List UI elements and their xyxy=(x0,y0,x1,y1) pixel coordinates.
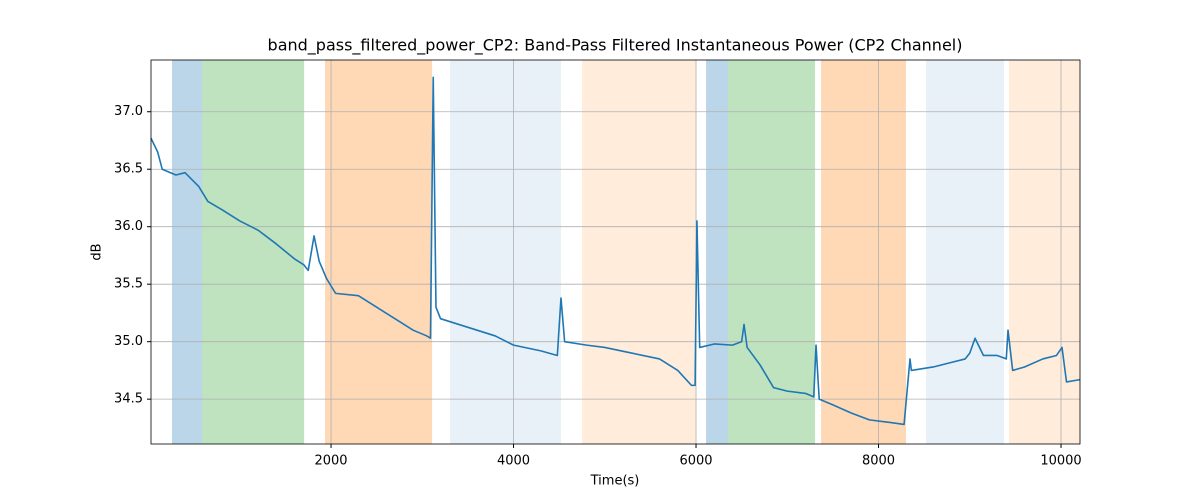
span xyxy=(582,60,697,444)
y-tick-label: 36.0 xyxy=(114,219,143,234)
span xyxy=(926,60,1004,444)
y-tick-label: 34.5 xyxy=(114,392,143,407)
y-tick-label: 35.5 xyxy=(114,277,143,292)
y-tick-label: 36.5 xyxy=(114,162,143,177)
span xyxy=(325,60,433,444)
span xyxy=(1009,60,1080,444)
data-line xyxy=(150,76,1081,426)
span xyxy=(821,60,906,444)
x-tick-label: 10000 xyxy=(1040,454,1081,469)
y-tick-label: 35.0 xyxy=(114,334,143,349)
span xyxy=(728,60,816,444)
span xyxy=(171,60,203,444)
x-tick-label: 2000 xyxy=(314,454,347,469)
x-tick-label: 4000 xyxy=(497,454,530,469)
x-axis-label: Time(s) xyxy=(590,474,640,489)
y-tick-label: 37.0 xyxy=(114,104,143,119)
y-axis-label: dB xyxy=(90,243,105,260)
span xyxy=(450,60,562,444)
x-tick-label: 8000 xyxy=(862,454,895,469)
x-tick-label: 6000 xyxy=(679,454,712,469)
chart-title: band_pass_filtered_power_CP2: Band-Pass … xyxy=(268,36,963,56)
span xyxy=(706,60,729,444)
span xyxy=(202,60,305,444)
plot-frame xyxy=(150,59,1081,445)
